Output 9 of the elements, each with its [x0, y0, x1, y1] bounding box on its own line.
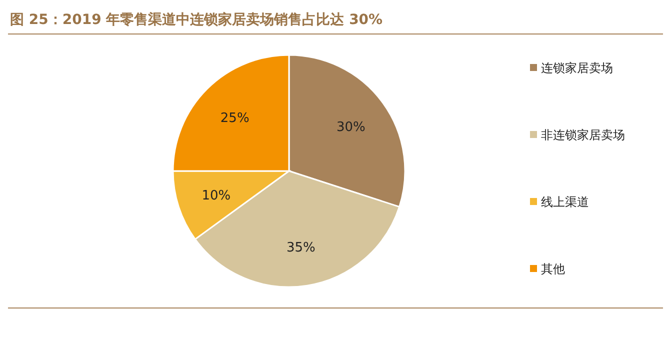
data-label: 35%	[286, 240, 316, 256]
data-label: 30%	[336, 120, 366, 135]
legend-label: 其他	[541, 262, 565, 276]
data-label: 25%	[220, 110, 250, 126]
legend-label: 连锁家居卖场	[541, 61, 613, 75]
legend-label: 线上渠道	[541, 195, 589, 209]
data-label: 10%	[202, 188, 231, 204]
legend-label: 非连锁家居卖场	[541, 128, 625, 142]
chart-title: 图 25：2019 年零售渠道中连锁家居卖场销售占比达 30%	[10, 11, 383, 28]
